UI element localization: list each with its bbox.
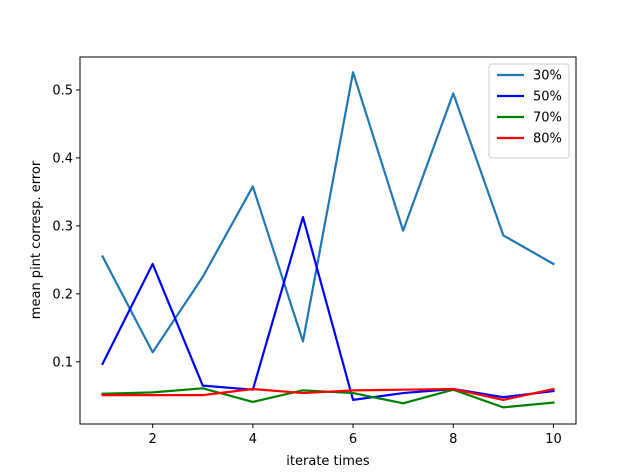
legend: 30% 50% 70% 80% — [488, 63, 570, 159]
series-layer — [101, 71, 555, 409]
x-axis-ticks: 2 4 6 8 10 — [149, 424, 562, 447]
x-tick-label-2: 6 — [349, 432, 357, 447]
x-tick-label-4: 10 — [545, 432, 562, 447]
y-tick-label-0: 0.1 — [52, 355, 73, 370]
x-tick-label-3: 8 — [449, 432, 457, 447]
series-line-1 — [101, 215, 555, 401]
y-tick-label-4: 0.5 — [52, 83, 73, 98]
y-tick-label-2: 0.3 — [52, 219, 73, 234]
x-axis-label: iterate times — [286, 454, 370, 469]
x-tick-label-1: 4 — [249, 432, 257, 447]
legend-box — [488, 63, 570, 159]
x-tick-label-0: 2 — [149, 432, 157, 447]
y-axis-ticks: 0.1 0.2 0.3 0.4 0.5 — [52, 83, 80, 370]
plot-frame — [79, 56, 577, 425]
y-tick-label-3: 0.4 — [52, 151, 73, 166]
y-tick-label-1: 0.2 — [52, 287, 73, 302]
legend-label-3: 80% — [533, 132, 562, 147]
legend-label-2: 70% — [533, 111, 562, 126]
legend-label-1: 50% — [533, 90, 562, 105]
legend-label-0: 30% — [533, 69, 562, 84]
y-axis-label: mean pint corresp. error — [29, 160, 44, 319]
series-line-3 — [101, 387, 555, 401]
series-line-0 — [101, 71, 555, 354]
